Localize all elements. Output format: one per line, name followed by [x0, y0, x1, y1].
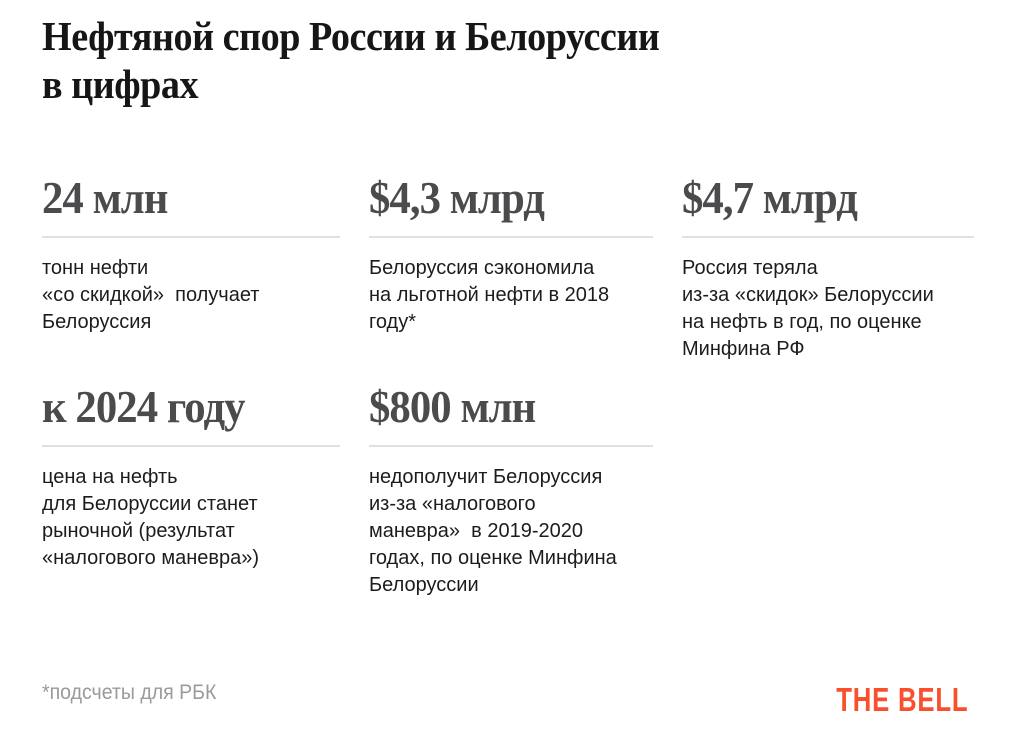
stat-card-24mln: 24 млн тонн нефти «со скидкой» получает …: [42, 170, 340, 363]
divider: [682, 236, 974, 238]
stat-value: $800 млн: [369, 382, 536, 432]
divider: [42, 445, 340, 447]
stat-card-2024: к 2024 году цена на нефть для Белоруссии…: [42, 379, 340, 599]
stat-value: $4,3 млрд: [369, 173, 545, 223]
divider: [369, 236, 653, 238]
stat-card-800mln: $800 млн недополучит Белоруссия из-за «н…: [369, 379, 653, 599]
divider: [42, 236, 340, 238]
stat-description: тонн нефти «со скидкой» получает Белорус…: [42, 257, 260, 333]
stat-value: к 2024 году: [42, 382, 246, 432]
footnote: *подсчеты для РБК: [42, 681, 217, 704]
stats-grid: 24 млн тонн нефти «со скидкой» получает …: [42, 170, 974, 599]
page-title: Нефтяной спор России и Белоруссии в цифр…: [42, 13, 660, 107]
stat-description: недополучит Белоруссия из-за «налогового…: [369, 466, 617, 596]
stat-value: 24 млн: [42, 173, 168, 223]
stat-description: Белоруссия сэкономила на льготной нефти …: [369, 257, 610, 333]
divider: [369, 445, 653, 447]
stat-card-4-3mlrd: $4,3 млрд Белоруссия сэкономила на льгот…: [369, 170, 653, 363]
stat-description: цена на нефть для Белоруссии станет рыно…: [42, 466, 260, 569]
stat-card-4-7mlrd: $4,7 млрд Россия теряла из-за «скидок» Б…: [682, 170, 974, 363]
stat-value: $4,7 млрд: [682, 173, 858, 223]
stat-description: Россия теряла из-за «скидок» Белоруссии …: [682, 257, 934, 360]
the-bell-logo: THE BELL: [835, 681, 968, 718]
